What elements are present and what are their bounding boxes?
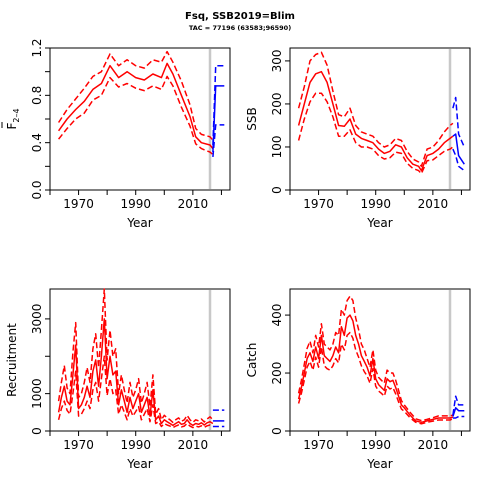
panel-catch: 1970 1990 2010 0 200 400 Year Catch	[245, 288, 471, 471]
x-tick-label: 1970	[303, 197, 334, 211]
y-tick-label: 1.2	[30, 38, 44, 57]
forecast-upper-line	[212, 64, 225, 146]
x-axis-title: Year	[126, 457, 152, 471]
x-tick-label: 2010	[178, 438, 209, 452]
x-tick-label: 2010	[178, 197, 209, 211]
historic-upper-line	[57, 288, 214, 424]
panel-recruitment: 1970 1990 2010 0 1000 3000 Year Recruitment	[5, 288, 231, 471]
panel-ssb: 1970 1990 2010 0 100 200 300 Year SSB	[245, 47, 471, 230]
forecast-lower-line	[452, 148, 465, 172]
forecast-median-line	[212, 85, 225, 153]
y-tick-label: 300	[270, 49, 284, 72]
x-tick-label: 1970	[63, 197, 94, 211]
forecast-lower-line	[212, 124, 225, 157]
historic-lower-line	[297, 331, 454, 425]
historic-upper-line	[57, 50, 214, 141]
historic-median-line	[57, 62, 214, 150]
historic-median-line	[297, 314, 454, 424]
panel-f: 1970 1990 2010 0.0 0.4 0.8 1.2 Year F2–4	[1, 38, 231, 230]
plot-frame	[289, 288, 471, 432]
y-tick-label: 100	[270, 136, 284, 159]
y-axis-title: F2–4	[5, 108, 21, 129]
x-tick-label: 1990	[360, 197, 391, 211]
plot-frame	[289, 47, 471, 191]
y-tick-label: 0	[30, 427, 44, 435]
x-tick-label: 1990	[120, 197, 151, 211]
y-tick-label: 0.0	[30, 180, 44, 199]
x-axis-title: Year	[366, 216, 392, 230]
chart-title: Fsq, SSB2019=Blim	[185, 11, 295, 22]
y-tick-label: 200	[270, 362, 284, 385]
chart-subtitle: TAC = 77196 (63583;96590)	[188, 24, 292, 32]
x-tick-label: 2010	[418, 197, 449, 211]
y-axis-subscript: 2–4	[12, 108, 21, 122]
y-axis-title: Recruitment	[5, 323, 19, 397]
historic-upper-line	[297, 295, 454, 422]
historic-lower-line	[297, 92, 454, 175]
y-tick-label: 1000	[30, 378, 44, 409]
x-tick-label: 1990	[360, 438, 391, 452]
historic-median-line	[297, 70, 454, 172]
forecast-lower-line	[452, 415, 465, 419]
x-axis-title: Year	[366, 457, 392, 471]
historic-lower-line	[58, 75, 214, 156]
plot-frame	[49, 288, 231, 432]
y-tick-label: 0	[270, 186, 284, 194]
x-tick-label: 2010	[418, 438, 449, 452]
forecast-upper-line	[452, 395, 465, 416]
forecast-median-line	[452, 407, 465, 417]
forecast-median-line	[452, 133, 465, 165]
y-tick-label: 0.4	[30, 133, 44, 152]
y-axis-title: Catch	[245, 343, 259, 378]
x-tick-label: 1970	[63, 438, 94, 452]
y-tick-label: 200	[270, 92, 284, 115]
y-tick-label: 0.8	[30, 86, 44, 105]
historic-lower-line	[57, 355, 214, 429]
historic-upper-line	[297, 51, 454, 168]
y-tick-label: 3000	[30, 304, 44, 335]
x-tick-label: 1970	[303, 438, 334, 452]
x-axis-title: Year	[126, 216, 152, 230]
y-axis-title: SSB	[245, 107, 259, 130]
x-tick-label: 1990	[120, 438, 151, 452]
y-tick-label: 400	[270, 304, 284, 327]
forecast-upper-line	[452, 96, 465, 148]
y-tick-label: 0	[270, 427, 284, 435]
historic-median-line	[57, 318, 214, 427]
